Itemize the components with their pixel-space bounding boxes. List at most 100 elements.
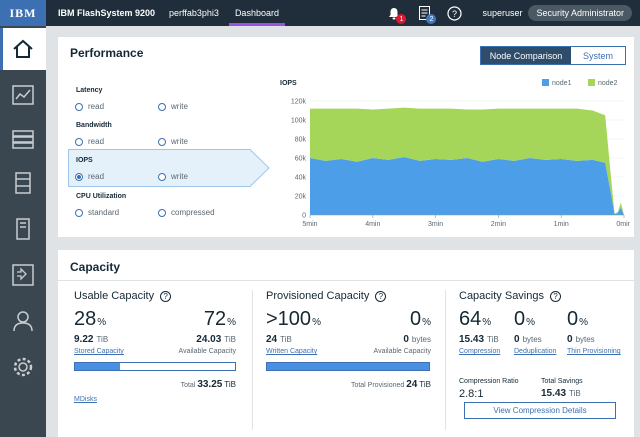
latency-write-radio[interactable]: write [158,102,188,111]
volumes-icon [15,172,31,194]
legend-swatch-node2 [588,79,595,86]
provisioned-available-percent: 0% [409,308,431,330]
nav-dashboard[interactable] [0,28,46,70]
mdisks-link[interactable]: MDisks [74,396,97,403]
compression-value: 15.43 TiB [459,334,499,345]
iops-selection-highlight [68,149,270,187]
thin-provisioning-percent: 0% [567,308,589,330]
capacity-savings-help-icon[interactable]: ? [550,290,561,302]
nav-settings[interactable] [0,346,46,388]
dedup-value: 0 bytes [514,334,542,345]
legend-label-node1: node1 [552,80,572,87]
compression-ratio-label: Compression Ratio [459,378,519,385]
view-compression-details-button[interactable]: View Compression Details [464,402,616,419]
provisioned-capacity-bar [266,362,430,371]
user-role-badge[interactable]: Security Administrator [528,5,632,21]
stored-capacity-link[interactable]: Stored Capacity [74,348,124,355]
capacity-card: Capacity Usable Capacity? 28% 72% 9.22 Ti… [58,250,634,437]
capacity-savings-heading: Capacity Savings? [459,290,561,302]
x-tick-label: 4min [365,221,380,228]
compression-link[interactable]: Compression [459,348,501,355]
nav-pools[interactable] [0,118,46,160]
product-name: IBM FlashSystem 9200 [58,8,156,18]
latency-read-radio[interactable]: read [75,102,104,111]
usable-capacity-bar [74,362,236,371]
performance-title: Performance [70,46,144,60]
usable-capacity-heading: Usable Capacity? [74,290,172,302]
iops-read-radio[interactable]: read [75,172,104,181]
total-savings-value: 15.43 TiB [541,388,581,399]
deduplication-link[interactable]: Deduplication [514,348,557,355]
legend-label-node2: node2 [598,80,618,87]
y-tick-label: 100k [291,118,307,125]
copy-services-icon [12,264,34,286]
pools-icon [12,130,34,149]
iops-chart: IOPS node1 node2 0 20k 40k 60k 80k 100k 120k 5min 4… [280,79,630,228]
legend-swatch-node1 [542,79,549,86]
provisioned-available-label: Available Capacity [373,348,431,355]
cpu-compressed-radio[interactable]: compressed [158,208,215,217]
written-capacity-link[interactable]: Written Capacity [266,348,318,355]
tasks-icon[interactable]: 2 [414,3,437,24]
cpu-utilization-label: CPU Utilization [76,193,127,200]
system-name[interactable]: perffab3phi3 [169,8,219,18]
y-tick-label: 60k [295,156,307,163]
iops-label: IOPS [76,157,93,164]
area-series-node1 [310,157,624,215]
help-icon[interactable]: ? [444,3,464,23]
settings-icon [13,357,33,377]
nav-access[interactable] [0,300,46,342]
x-tick-label: 3min [428,221,443,228]
y-tick-label: 120k [291,99,307,106]
hosts-icon [16,218,30,240]
notifications-bell-icon[interactable]: 1 [384,3,407,24]
compression-ratio-value: 2.8:1 [459,388,484,400]
y-tick-label: 40k [295,175,307,182]
dedup-percent: 0% [514,308,536,330]
nav-volumes[interactable] [0,162,46,204]
chart-title: IOPS [280,80,297,87]
thin-provisioning-link[interactable]: Thin Provisioning [567,348,621,355]
x-tick-label: 0min [616,221,630,228]
bandwidth-read-radio[interactable]: read [75,137,104,146]
access-icon [13,311,33,332]
ibm-logo[interactable]: IBM [0,0,46,26]
node-comparison-button[interactable]: Node Comparison [481,47,571,64]
stored-capacity-value: 9.22 TiB [74,334,109,345]
nav-copy-services[interactable] [0,254,46,296]
nav-hosts[interactable] [0,208,46,250]
tasks-count-badge: 2 [426,14,437,24]
provisioned-available-value: 0 bytes [403,334,431,345]
user-name[interactable]: superuser [482,8,523,18]
y-tick-label: 0 [302,213,306,220]
area-series-node2 [310,107,624,215]
available-capacity-value: 24.03 TiB [196,334,236,345]
x-tick-label: 5min [302,221,317,228]
available-capacity-label: Available Capacity [178,348,236,355]
system-button[interactable]: System [571,47,625,64]
notifications-count-badge: 1 [396,14,407,24]
usable-capacity-help-icon[interactable]: ? [160,290,172,302]
nav-monitoring[interactable] [0,74,46,116]
iops-write-radio[interactable]: write [158,172,188,181]
bandwidth-label: Bandwidth [76,122,112,129]
provisioned-total: Total Provisioned 24 TiB [350,379,431,390]
divider [445,290,446,430]
available-percent: 72% [203,308,236,330]
breadcrumb-dashboard[interactable]: Dashboard [228,0,286,26]
provisioned-capacity-help-icon[interactable]: ? [375,290,387,302]
capacity-title: Capacity [70,260,121,274]
home-icon [13,39,33,58]
latency-label: Latency [76,87,103,94]
x-tick-label: 2min [491,221,506,228]
total-savings-label: Total Savings [541,378,583,385]
performance-card: Performance Node Comparison System Laten… [58,37,634,237]
performance-view-toggle: Node Comparison System [480,46,626,65]
written-capacity-value: 24 TiB [266,334,292,345]
cpu-standard-radio[interactable]: standard [75,208,119,217]
written-percent: >100% [266,308,321,330]
top-bar: IBM IBM FlashSystem 9200 perffab3phi3 Da… [0,0,640,26]
x-tick-label: 1min [554,221,569,228]
bandwidth-write-radio[interactable]: write [158,137,188,146]
thin-provisioning-value: 0 bytes [567,334,595,345]
